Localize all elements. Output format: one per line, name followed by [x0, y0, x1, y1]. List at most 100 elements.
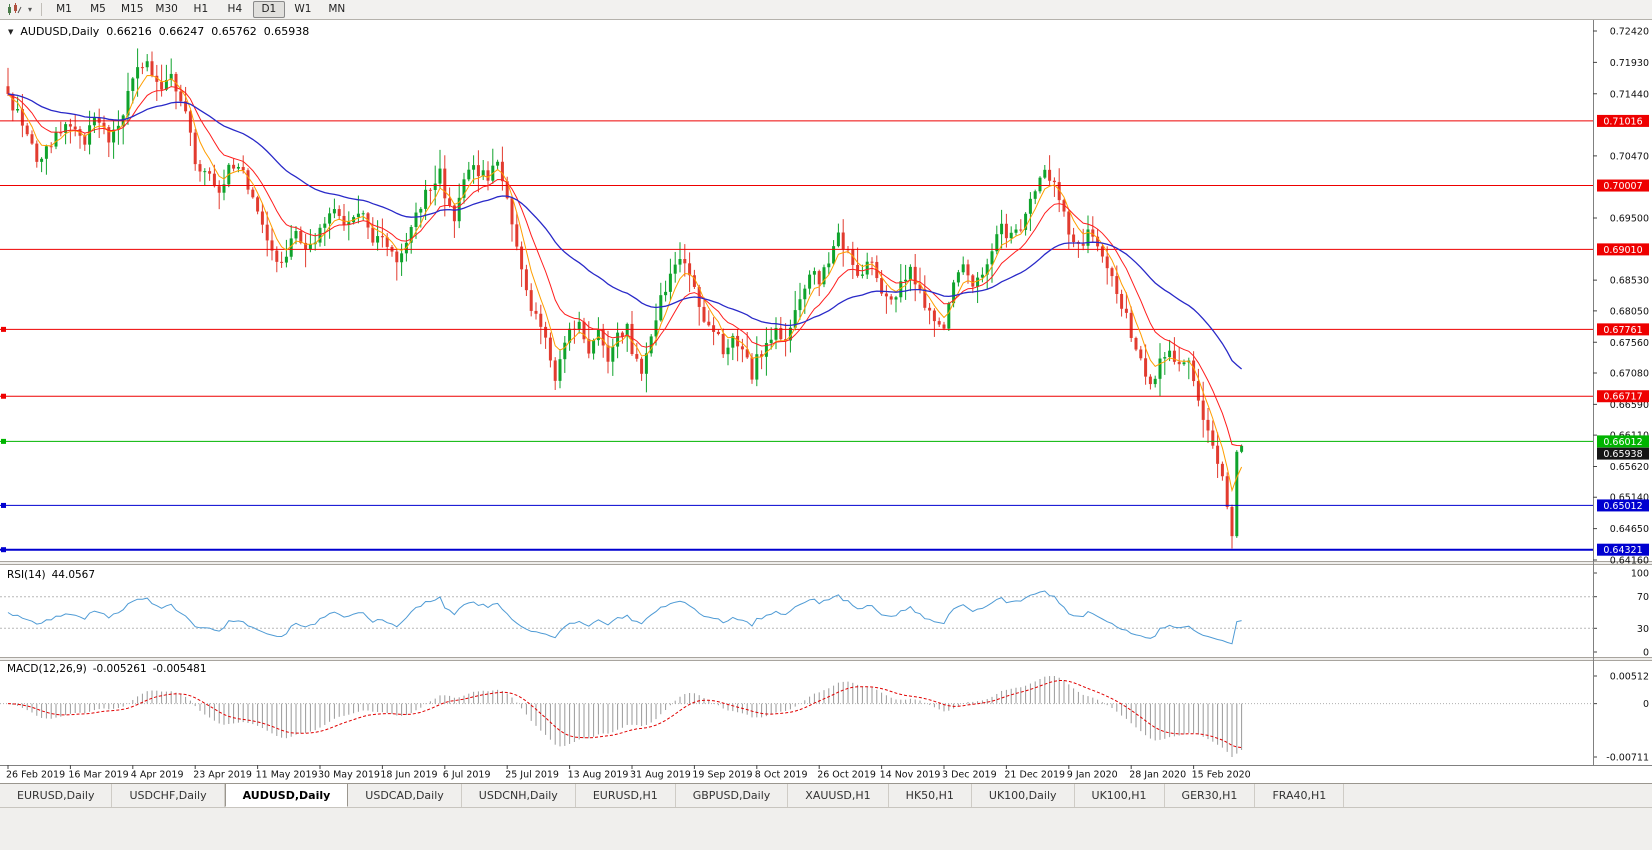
- price-badge-value: 0.69010: [1603, 245, 1642, 256]
- tab-uk100-h1[interactable]: UK100,H1: [1075, 784, 1165, 807]
- price-badge-value: 0.65938: [1603, 449, 1642, 460]
- tab-usdcnh-daily[interactable]: USDCNH,Daily: [462, 784, 576, 807]
- ma-fast: [7, 74, 1243, 493]
- ohlc-open: 0.66216: [106, 25, 152, 38]
- date-label: 6 Jul 2019: [443, 770, 491, 781]
- ohlc-low: 0.65762: [211, 25, 257, 38]
- price-axis: 0.72420 0.71930 0.71440 0.70470 0.69500 0.685…: [1593, 27, 1649, 567]
- timeframe-mn[interactable]: MN: [328, 3, 346, 15]
- chart-panel[interactable]: 100 70 30 0 0.00512 0 -0.00711 0.72420 0.71930 0.…: [0, 20, 1652, 783]
- timeframe-h1[interactable]: H1: [193, 3, 209, 15]
- hline-handle[interactable]: [1, 393, 6, 399]
- tab-eurusd-h1[interactable]: EURUSD,H1: [576, 784, 676, 807]
- ma-slow: [7, 93, 1243, 370]
- price-badge: [1597, 114, 1649, 127]
- symbol-tabs-bar: EURUSD,Daily USDCHF,Daily AUDUSD,Daily USDC…: [0, 783, 1652, 807]
- timeframe-m15[interactable]: M15: [121, 3, 144, 15]
- date-label: 26 Feb 2019: [6, 770, 65, 781]
- price-badge: [1597, 243, 1649, 256]
- macd-panel: [0, 676, 1593, 757]
- price-tick-label: 0.67560: [1610, 338, 1649, 349]
- horizontal-lines: [0, 120, 1593, 553]
- rsi-line: [7, 590, 1242, 645]
- date-label: 25 Jul 2019: [505, 770, 559, 781]
- tab-eurusd-daily[interactable]: EURUSD,Daily: [0, 784, 113, 807]
- tab-usdchf-daily[interactable]: USDCHF,Daily: [112, 784, 225, 807]
- hline-handle[interactable]: [1, 438, 6, 444]
- timeframe-m1[interactable]: M1: [56, 3, 72, 15]
- date-label: 14 Nov 2019: [880, 770, 941, 781]
- rsi-indicator-label: RSI(14) 44.0567: [7, 569, 95, 581]
- hline-handle[interactable]: [1, 326, 6, 332]
- tab-xauusd-h1[interactable]: XAUUSD,H1: [788, 784, 889, 807]
- chart-type-icon[interactable]: [5, 2, 23, 17]
- rsi-axis-label: 100: [1631, 569, 1649, 580]
- date-label: 28 Jan 2020: [1129, 770, 1186, 781]
- date-label: 8 Oct 2019: [755, 770, 808, 781]
- date-label: 13 Aug 2019: [568, 770, 629, 781]
- timeframe-d1[interactable]: D1: [252, 1, 285, 18]
- date-label: 19 Sep 2019: [692, 770, 752, 781]
- ma-medium: [7, 86, 1242, 447]
- macd-axis-label: 0: [1643, 699, 1649, 710]
- timeframe-m30[interactable]: M30: [155, 3, 178, 15]
- rsi-panel: 100 70 30 0: [0, 569, 1649, 659]
- hline-handle[interactable]: [1, 502, 6, 508]
- panel-splitter[interactable]: [0, 561, 1652, 565]
- price-tick-label: 0.70470: [1610, 151, 1649, 162]
- tab-usdcad-daily[interactable]: USDCAD,Daily: [348, 784, 462, 807]
- timeframe-m5[interactable]: M5: [90, 3, 106, 15]
- ohlc-high: 0.66247: [158, 25, 205, 38]
- date-label: 30 May 2019: [318, 770, 380, 781]
- price-tick-label: 0.64160: [1610, 556, 1649, 567]
- price-badge-value: 0.66012: [1603, 437, 1642, 448]
- timeframe-buttons: M1 M5 M15 M30 H1 H4 D1 W1 MN: [48, 1, 353, 18]
- rsi-axis-label: 70: [1637, 592, 1649, 603]
- rsi-axis-label: 30: [1637, 624, 1649, 635]
- hline-handle[interactable]: [1, 547, 6, 553]
- tab-ger30-h1[interactable]: GER30,H1: [1165, 784, 1256, 807]
- price-badge: [1597, 179, 1649, 192]
- chart-menu-icon[interactable]: ▼: [8, 27, 14, 36]
- status-bar: [0, 807, 1652, 850]
- chart-canvas[interactable]: 100703000.005120-0.007110.724200.719300.…: [0, 20, 1652, 783]
- price-tick-label: 0.66590: [1610, 400, 1649, 411]
- timeframe-w1[interactable]: W1: [294, 3, 312, 15]
- price-badge: [1597, 447, 1649, 460]
- timeframe-h4[interactable]: H4: [227, 3, 243, 15]
- price-badge: [1597, 390, 1649, 403]
- date-label: 11 May 2019: [256, 770, 318, 781]
- date-label: 26 Oct 2019: [817, 770, 876, 781]
- date-label: 16 Mar 2019: [68, 770, 128, 781]
- tab-gbpusd-daily[interactable]: GBPUSD,Daily: [676, 784, 789, 807]
- price-badge-value: 0.66717: [1603, 392, 1642, 403]
- toolbar-separator: [41, 3, 42, 16]
- tab-hk50-h1[interactable]: HK50,H1: [889, 784, 972, 807]
- price-badge: [1597, 435, 1649, 448]
- tab-uk100-daily[interactable]: UK100,Daily: [972, 784, 1075, 807]
- price-badge: [1597, 543, 1649, 556]
- macd-main-value: -0.005261: [92, 663, 147, 675]
- tab-audusd-daily[interactable]: AUDUSD,Daily: [224, 783, 349, 807]
- price-badge-value: 0.71016: [1603, 116, 1642, 127]
- price-tick-label: 0.69500: [1610, 214, 1649, 225]
- rsi-axis-label: 0: [1643, 648, 1649, 659]
- caret-down-icon[interactable]: ▾: [27, 5, 32, 14]
- panel-splitter[interactable]: [0, 657, 1652, 661]
- price-badge-value: 0.65012: [1603, 501, 1642, 512]
- macd-indicator-label: MACD(12,26,9) -0.005261 -0.005481: [7, 663, 207, 675]
- price-tick-label: 0.65140: [1610, 493, 1649, 504]
- date-label: 4 Apr 2019: [131, 770, 184, 781]
- date-label: 31 Aug 2019: [630, 770, 691, 781]
- macd-name: MACD(12,26,9): [7, 663, 87, 675]
- macd-axis-label: -0.00711: [1606, 753, 1649, 764]
- date-label: 18 Jun 2019: [380, 770, 437, 781]
- date-label: 23 Apr 2019: [193, 770, 252, 781]
- date-label: 15 Feb 2020: [1192, 770, 1251, 781]
- tab-fra40-h1[interactable]: FRA40,H1: [1255, 784, 1345, 807]
- price-tick-label: 0.71440: [1610, 89, 1649, 100]
- price-tick-label: 0.71930: [1610, 58, 1649, 69]
- macd-signal-value: -0.005481: [152, 663, 207, 675]
- price-tick-label: 0.65620: [1610, 462, 1649, 473]
